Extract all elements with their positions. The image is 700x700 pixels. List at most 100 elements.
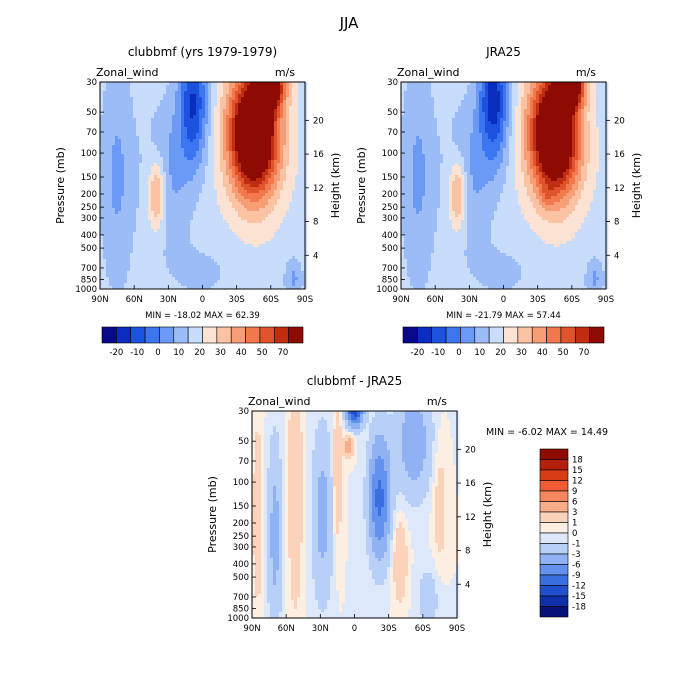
y-tick-label: 50 [238,437,249,447]
colorbar-swatch [539,532,569,544]
colorbar-label: 30 [516,348,527,358]
panel-1: 3050701001502002503004005007008501000201… [54,45,342,358]
colorbar-swatch [539,448,569,460]
colorbar-swatch [288,326,304,344]
colorbar-label: 1 [572,519,577,529]
y-tick-label: 850 [233,604,249,614]
y-tick-label: 700 [81,264,97,274]
units-label: m/s [427,395,447,408]
colorbar: -20 -10 0 10 20 30 40 50 70 [402,326,605,358]
colorbar-label: 50 [558,348,569,358]
y-tick-label: 150 [382,173,398,183]
colorbar-label: -10 [130,348,144,358]
colorbar-swatch [539,480,569,492]
contour-field [401,82,609,290]
y-axis-label: Pressure (mb) [206,476,219,553]
x-tick-label: 30N [312,624,329,634]
colorbar-swatch [445,326,461,344]
x-tick-label: 60N [427,295,444,305]
variable-label: Zonal_wind [248,395,311,408]
figure-title: JJA [339,14,360,32]
y-tick-label: 1000 [227,614,249,624]
colorbar-label: 20 [495,348,506,358]
y2-axis-label: Height (km) [630,153,643,219]
y-tick-label: 1000 [376,285,398,295]
y-tick-label: 150 [81,173,97,183]
y-tick-label: 400 [382,231,398,241]
colorbar-swatch [539,490,569,502]
x-tick-label: 90S [449,624,465,634]
colorbar-swatch [539,459,569,471]
min-max-label: MIN = -21.79 MAX = 57.44 [446,311,561,321]
y-tick-label: 70 [86,128,97,138]
colorbar-swatch [539,585,569,597]
colorbar-label: -15 [572,592,586,602]
colorbar-swatch [431,326,447,344]
y2-tick-label: 8 [614,218,619,228]
y-tick-label: 70 [387,128,398,138]
panels: 3050701001502002503004005007008501000201… [54,45,643,634]
contour-field [252,411,460,619]
y2-tick-label: 8 [313,218,318,228]
colorbar-label: 3 [572,508,577,518]
min-max-label: MIN = -6.02 MAX = 14.49 [486,427,608,438]
colorbar-swatch [560,326,576,344]
y-tick-label: 500 [81,244,97,254]
y2-tick-label: 20 [465,445,476,455]
x-tick-label: 90N [91,295,108,305]
colorbar: -20 -10 0 10 20 30 40 50 70 [101,326,304,358]
x-tick-label: 30S [530,295,546,305]
colorbar-label: -20 [109,348,123,358]
x-tick-label: 60N [126,295,143,305]
x-tick-label: 30N [461,295,478,305]
colorbar-label: -10 [431,348,445,358]
colorbar-swatch [539,469,569,481]
colorbar-swatch [101,326,117,344]
colorbar-swatch [589,326,605,344]
colorbar-label: -6 [572,561,580,571]
colorbar-swatch [574,326,590,344]
y-axis-label: Pressure (mb) [355,147,368,224]
colorbar-label: -20 [410,348,424,358]
colorbar-swatch [116,326,132,344]
colorbar-swatch [144,326,160,344]
y-tick-label: 150 [233,502,249,512]
y-tick-label: 30 [238,407,249,417]
colorbar-label: -18 [572,603,586,613]
x-tick-label: 90S [598,295,614,305]
colorbar-swatch [273,326,289,344]
y2-axis-label: Height (km) [329,153,342,219]
x-tick-label: 30S [229,295,245,305]
colorbar-swatch [488,326,504,344]
y-tick-label: 850 [81,275,97,285]
colorbar-label: 0 [155,348,160,358]
y-tick-label: 100 [233,478,249,488]
colorbar-label: 18 [572,456,583,466]
y-tick-label: 30 [387,78,398,88]
y2-tick-label: 4 [614,251,619,261]
y-tick-label: 30 [86,78,97,88]
units-label: m/s [576,66,596,79]
panel-title: clubbmf (yrs 1979-1979) [128,45,277,59]
colorbar-swatch [259,326,275,344]
colorbar-swatch [202,326,218,344]
colorbar-label: -12 [572,582,586,592]
y2-tick-label: 16 [465,479,476,489]
x-tick-label: 60S [564,295,580,305]
x-tick-label: 30N [160,295,177,305]
colorbar-swatch [539,522,569,534]
y2-axis-label: Height (km) [481,482,494,548]
colorbar-swatch [402,326,418,344]
x-tick-label: 0 [501,295,506,305]
y-tick-label: 50 [86,108,97,118]
y2-tick-label: 4 [465,580,470,590]
y2-tick-label: 8 [465,547,470,557]
colorbar-label: 10 [173,348,184,358]
colorbar-swatch [539,553,569,565]
y-tick-label: 400 [233,560,249,570]
x-tick-label: 90S [297,295,313,305]
contour-field [100,82,308,290]
y-tick-label: 300 [382,214,398,224]
y-tick-label: 400 [81,231,97,241]
x-tick-label: 0 [200,295,205,305]
